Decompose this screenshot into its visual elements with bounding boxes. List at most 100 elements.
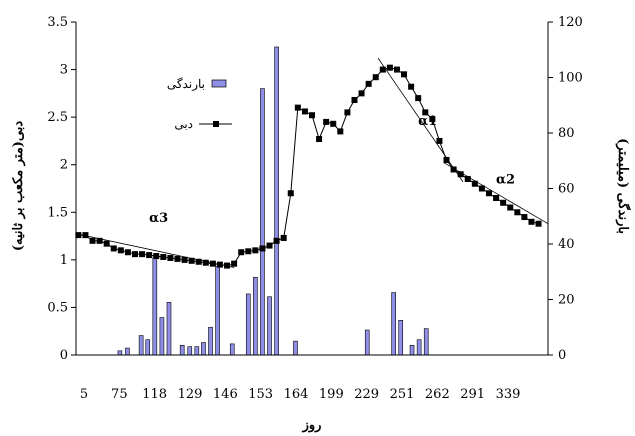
discharge-point: [124, 249, 131, 256]
discharge-point: [493, 195, 500, 202]
rainfall-bar: [245, 293, 251, 356]
y-left-tick-label: 2.5: [47, 110, 68, 125]
discharge-point: [280, 234, 287, 241]
x-tick-label: 291: [460, 387, 485, 402]
x-tick-label: 199: [319, 387, 344, 402]
discharge-point: [507, 204, 514, 211]
discharge-point: [316, 136, 323, 143]
rainfall-bar: [293, 340, 298, 356]
rainfall-bar: [267, 296, 272, 356]
rainfall-bars: [117, 46, 429, 356]
discharge-point: [110, 245, 117, 252]
discharge-point: [330, 120, 337, 127]
x-tick-label: 153: [248, 387, 273, 402]
discharge-point: [96, 237, 103, 244]
y-right-tick-label: 0: [558, 348, 566, 363]
discharge-point: [337, 128, 344, 135]
rainfall-bar: [229, 343, 235, 356]
discharge-point: [301, 108, 308, 115]
discharge-point: [478, 185, 485, 192]
rainfall-bar: [208, 326, 213, 356]
y-right-axis-title: بارندگی (میلیمتر): [615, 138, 632, 234]
rainfall-bar: [152, 257, 158, 356]
discharge-point: [195, 258, 202, 265]
y-left-tick-label: 1: [60, 253, 68, 268]
legend-discharge-label: دبی: [174, 117, 193, 131]
y-right-tick-label: 60: [558, 182, 575, 197]
rainfall-bar: [187, 346, 193, 356]
legend-rain-label: بارندگی: [167, 77, 205, 91]
legend-bar-swatch: [211, 79, 227, 88]
y-left-tick-label: 3.5: [47, 15, 68, 30]
discharge-point: [89, 237, 96, 244]
discharge-point: [379, 66, 386, 73]
discharge-point: [103, 240, 110, 247]
trend-line: [443, 162, 549, 225]
axes: [71, 21, 553, 356]
discharge-point: [429, 116, 436, 123]
discharge-point: [117, 247, 124, 254]
discharge-point: [401, 71, 408, 78]
discharge-point: [309, 112, 315, 119]
discharge-point: [238, 249, 245, 256]
trend-line: [78, 233, 235, 268]
discharge-point: [528, 218, 535, 225]
discharge-point: [358, 90, 365, 97]
discharge-point: [372, 74, 379, 81]
discharge-series: [75, 64, 542, 269]
discharge-point: [245, 248, 252, 255]
x-tick-label: 146: [213, 387, 238, 402]
discharge-point: [514, 209, 521, 216]
rainfall-bar: [416, 339, 422, 356]
x-tick-label: 339: [496, 387, 521, 402]
discharge-point: [252, 247, 259, 254]
trend-annotation: α2: [496, 173, 515, 188]
x-tick-label: 229: [354, 387, 379, 402]
discharge-point: [415, 95, 422, 102]
y-left-tick-label: 0: [60, 348, 68, 363]
discharge-point: [365, 80, 372, 87]
legend: بارندگی دبی: [167, 77, 232, 131]
discharge-point: [294, 104, 301, 111]
discharge-point: [323, 118, 330, 125]
x-tick-label: 75: [111, 387, 128, 402]
trend-line: [377, 57, 464, 183]
discharge-point: [450, 166, 457, 173]
rainfall-bar: [253, 276, 258, 356]
discharge-point: [471, 180, 478, 187]
trend-annotation: α1: [418, 114, 437, 129]
y-right-tick-label: 80: [558, 126, 575, 141]
discharge-point: [132, 251, 138, 258]
discharge-point: [351, 97, 358, 104]
discharge-point: [273, 237, 280, 244]
rainfall-bar: [391, 292, 396, 356]
x-tick-label: 164: [284, 387, 309, 402]
discharge-point: [181, 256, 188, 263]
rainfall-bar: [364, 329, 370, 356]
rainfall-bar: [145, 339, 151, 356]
y-left-tick-label: 2: [60, 158, 68, 173]
discharge-point: [287, 190, 294, 197]
y-left-axis-title: دبی(متر مکعب بر ثانیه): [11, 121, 26, 251]
x-tick-label: 262: [425, 387, 450, 402]
rainfall-bar: [260, 88, 265, 356]
rainfall-bar: [215, 265, 220, 356]
y-right-tick-label: 20: [558, 293, 575, 308]
discharge-point: [174, 255, 181, 262]
rainfall-bar: [409, 344, 415, 356]
rainfall-bar: [274, 46, 279, 356]
discharge-point: [344, 109, 351, 116]
discharge-point: [160, 254, 167, 261]
y-right-tick-label: 40: [558, 237, 575, 252]
x-tick-label: 118: [142, 387, 167, 402]
discharge-point: [535, 220, 542, 227]
x-axis-title: روز: [302, 418, 322, 433]
discharge-point: [188, 257, 195, 264]
discharge-point: [202, 259, 209, 266]
discharge-point: [521, 214, 528, 221]
discharge-point: [457, 171, 464, 178]
discharge-point: [486, 190, 492, 197]
discharge-point: [146, 252, 153, 259]
discharge-point: [436, 137, 443, 144]
